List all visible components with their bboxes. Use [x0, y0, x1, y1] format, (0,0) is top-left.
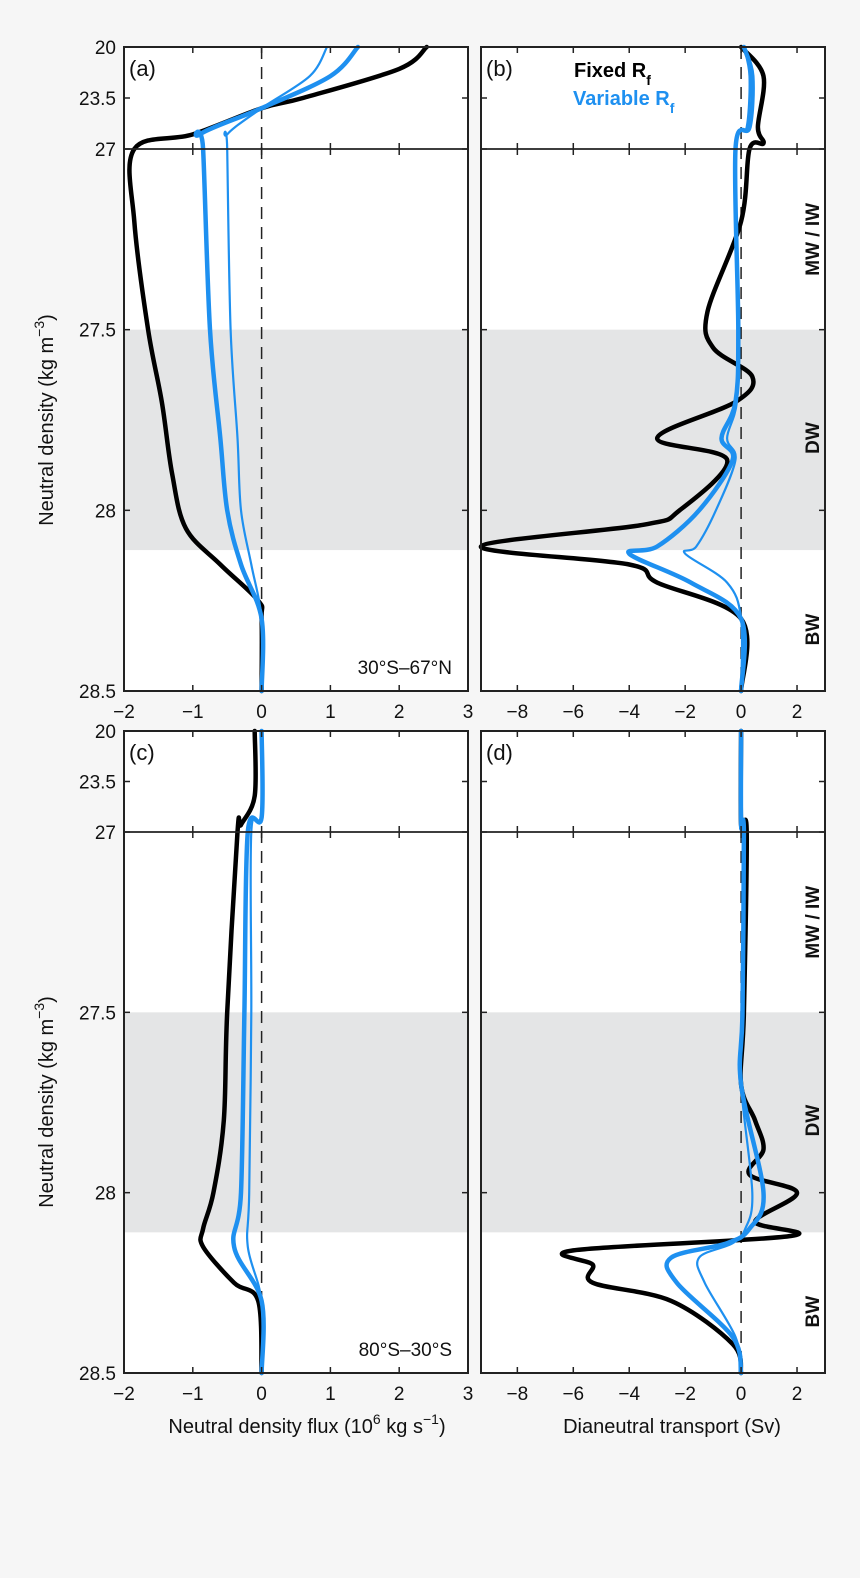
x-tick-label: 3: [463, 1384, 474, 1405]
x-tick-label: 2: [394, 1384, 405, 1405]
water-mass-label: MW / IW: [803, 203, 824, 276]
y-tick-label: 28: [95, 501, 116, 522]
panel-label: (a): [129, 56, 156, 81]
x-tick-label: 3: [463, 702, 474, 723]
x-tick-label: 0: [256, 1384, 267, 1405]
x-tick-label: −2: [113, 1384, 135, 1405]
y-tick-label: 20: [95, 38, 116, 59]
legend: Fixed Rf Variable Rf: [573, 60, 675, 116]
x-tick-label: 1: [325, 1384, 336, 1405]
x-tick-label: 2: [792, 702, 803, 723]
x-tick-label: 2: [394, 702, 405, 723]
x-tick-label: −4: [618, 1384, 640, 1405]
x-tick-label: −2: [674, 1384, 696, 1405]
x-tick-label: 0: [736, 1384, 747, 1405]
x-tick-label: −6: [562, 1384, 584, 1405]
y-tick-label: 20: [95, 722, 116, 743]
x-axis-title-transport: Dianeutral transport (Sv): [563, 1416, 781, 1438]
series-fixed-rf: [198, 728, 264, 1376]
axes-frame: [123, 46, 469, 692]
x-tick-label: −1: [182, 702, 204, 723]
panel-c: −2 −1 0 1 2 3 20 23.5 27 27.5 28 28.5 (c) 80°S–30°S: [79, 722, 473, 1405]
panel-b: −8 −6 −4 −2 0 2 (b) MW / IW DW BW: [478, 44, 826, 723]
deep-water-band: [482, 329, 824, 551]
series-variable-rf: [682, 45, 751, 693]
axes-frame: [480, 46, 826, 692]
y-tick-label: 28.5: [79, 682, 116, 703]
series-variable-rf: [193, 44, 361, 694]
deep-water-band: [482, 1012, 824, 1233]
region-label: 80°S–30°S: [359, 1340, 452, 1361]
panel-label: (b): [486, 56, 513, 81]
deep-water-band: [125, 1012, 467, 1233]
x-tick-label: 1: [325, 702, 336, 723]
legend-variable-rf: Variable Rf: [573, 88, 675, 116]
x-tick-label: 0: [256, 702, 267, 723]
water-mass-label: BW: [803, 614, 824, 646]
series-fixed-rf: [478, 44, 767, 694]
series-variable-rf: [245, 729, 264, 1375]
y-tick-label: 23.5: [79, 773, 116, 794]
series-fixed-rf: [560, 728, 802, 1376]
series-variable-rf: [696, 729, 754, 1375]
axes-frame: [480, 730, 826, 1374]
panel-a: −2 −1 0 1 2 3 20 23.5 27 27.5 28 28.5 (a) 30°S–67°N: [79, 38, 473, 723]
water-mass-label: DW: [803, 422, 824, 454]
y-tick-label: 27: [95, 140, 116, 161]
water-mass-label: BW: [803, 1296, 824, 1328]
x-tick-label: −1: [182, 1384, 204, 1405]
x-tick-label: 0: [736, 702, 747, 723]
panel-label: (d): [486, 740, 513, 765]
series-variable-rf: [223, 45, 329, 693]
y-tick-label: 27.5: [79, 1003, 116, 1024]
x-tick-label: −2: [113, 702, 135, 723]
y-tick-label: 27: [95, 823, 116, 844]
panel-label: (c): [129, 740, 155, 765]
legend-fixed-rf: Fixed Rf: [574, 60, 651, 88]
region-label: 30°S–67°N: [358, 658, 452, 679]
y-tick-label: 28: [95, 1184, 116, 1205]
x-tick-label: −4: [618, 702, 640, 723]
series-fixed-rf: [127, 44, 429, 694]
x-tick-label: −6: [562, 702, 584, 723]
y-axis-title-bottom: Neutral density (kg m−3): [31, 996, 58, 1208]
water-mass-label: MW / IW: [803, 886, 824, 959]
y-tick-label: 28.5: [79, 1364, 116, 1385]
y-tick-label: 23.5: [79, 89, 116, 110]
x-tick-label: 2: [792, 1384, 803, 1405]
x-tick-label: −8: [507, 1384, 529, 1405]
y-tick-label: 27.5: [79, 321, 116, 342]
x-tick-label: −8: [507, 702, 529, 723]
axes-frame: [123, 730, 469, 1374]
water-mass-label: DW: [803, 1105, 824, 1137]
deep-water-band: [125, 329, 467, 551]
y-axis-title-top: Neutral density (kg m−3): [31, 314, 58, 526]
x-tick-label: −2: [674, 702, 696, 723]
panel-d: −8 −6 −4 −2 0 2 (d) MW / IW DW BW: [480, 728, 826, 1405]
x-axis-title-flux: Neutral density flux (106 kg s−1): [168, 1411, 445, 1438]
